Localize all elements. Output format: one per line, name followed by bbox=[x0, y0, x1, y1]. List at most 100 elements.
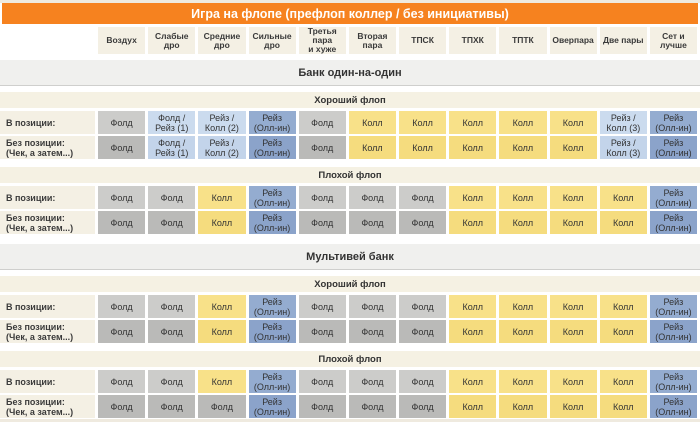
action-cell: Фолд bbox=[148, 186, 196, 209]
action-cell: Колл bbox=[549, 295, 597, 318]
strategy-row: Без позиции: (Чек, а затем...) Фолд Фолд Ко… bbox=[0, 211, 700, 234]
action-cell: Фолд bbox=[399, 370, 447, 393]
action-cell: Рейз (Олл-ин) bbox=[248, 320, 296, 343]
action-cell: Рейз (Олл-ин) bbox=[248, 136, 296, 159]
action-cell: Фолд bbox=[148, 211, 196, 234]
action-cell: Колл bbox=[549, 395, 597, 418]
action-cell: Фолд bbox=[348, 395, 396, 418]
action-cell: Рейз (Олл-ин) bbox=[649, 136, 697, 159]
action-cell: Фолд bbox=[298, 395, 346, 418]
section-band: Банк один-на-один bbox=[0, 60, 700, 86]
action-cell: Рейз (Олл-ин) bbox=[649, 370, 697, 393]
action-cell: Колл bbox=[599, 320, 647, 343]
strategy-row: Без позиции: (Чек, а затем...) Фолд Фолд Ко… bbox=[0, 320, 700, 343]
action-cell: Фолд bbox=[148, 395, 196, 418]
action-cell: Фолд bbox=[399, 211, 447, 234]
action-cell: Фолд bbox=[298, 370, 346, 393]
action-cell: Фолд bbox=[98, 395, 146, 418]
column-header: ТПСК bbox=[399, 27, 447, 54]
column-header: Вторая пара bbox=[348, 27, 396, 54]
row-label: В позиции: bbox=[0, 295, 95, 318]
column-header: Третья пара и хуже bbox=[298, 27, 346, 54]
action-cell: Рейз / Колл (2) bbox=[198, 136, 246, 159]
action-cell: Рейз (Олл-ин) bbox=[248, 186, 296, 209]
action-cell: Фолд bbox=[399, 186, 447, 209]
action-cell: Колл bbox=[549, 370, 597, 393]
corner-spacer bbox=[0, 27, 95, 54]
action-cell: Колл bbox=[549, 186, 597, 209]
strategy-row: В позиции: Фолд Фолд Колл Рейз (Олл-ин) Фолд Ф… bbox=[0, 295, 700, 318]
action-cell: Колл bbox=[599, 211, 647, 234]
action-cell: Фолд bbox=[298, 320, 346, 343]
action-cell: Рейз (Олл-ин) bbox=[649, 395, 697, 418]
flop-band: Хороший флоп bbox=[0, 276, 700, 292]
strategy-row: Без позиции: (Чек, а затем...) Фолд Фолд /… bbox=[0, 136, 700, 159]
action-cell: Колл bbox=[449, 370, 497, 393]
action-cell: Колл bbox=[198, 295, 246, 318]
action-cell: Колл bbox=[348, 111, 396, 134]
action-cell: Фолд bbox=[399, 320, 447, 343]
action-cell: Колл bbox=[549, 320, 597, 343]
strategy-row: В позиции: Фолд Фолд Колл Рейз (Олл-ин) Фолд Ф… bbox=[0, 370, 700, 393]
action-cell: Фолд / Рейз (1) bbox=[148, 111, 196, 134]
chart-title-bar: Игра на флопе (префлоп коллер / без иниц… bbox=[2, 3, 698, 24]
action-cell: Колл bbox=[198, 186, 246, 209]
action-cell: Фолд / Рейз (1) bbox=[148, 136, 196, 159]
action-cell: Фолд bbox=[148, 370, 196, 393]
action-cell: Фолд bbox=[298, 186, 346, 209]
chart-title: Игра на флопе (префлоп коллер / без иниц… bbox=[191, 6, 509, 21]
row-label: Без позиции: (Чек, а затем...) bbox=[0, 211, 95, 234]
action-cell: Фолд bbox=[348, 295, 396, 318]
action-cell: Фолд bbox=[198, 395, 246, 418]
action-cell: Колл bbox=[499, 111, 547, 134]
action-cell: Рейз (Олл-ин) bbox=[649, 111, 697, 134]
action-cell: Фолд bbox=[348, 370, 396, 393]
action-cell: Фолд bbox=[399, 395, 447, 418]
section-band: Мультивей банк bbox=[0, 244, 700, 270]
action-cell: Фолд bbox=[98, 295, 146, 318]
flop-band: Плохой флоп bbox=[0, 167, 700, 183]
column-header: Воздух bbox=[98, 27, 146, 54]
column-header: Сильные дро bbox=[248, 27, 296, 54]
action-cell: Фолд bbox=[98, 370, 146, 393]
row-label: В позиции: bbox=[0, 186, 95, 209]
action-cell: Рейз (Олл-ин) bbox=[649, 295, 697, 318]
action-cell: Колл bbox=[599, 395, 647, 418]
action-cell: Колл bbox=[499, 295, 547, 318]
action-cell: Рейз (Олл-ин) bbox=[248, 295, 296, 318]
action-cell: Колл bbox=[198, 370, 246, 393]
action-cell: Фолд bbox=[298, 295, 346, 318]
row-label: Без позиции: (Чек, а затем...) bbox=[0, 136, 95, 159]
column-header: ТПХК bbox=[449, 27, 497, 54]
column-header: ТПТК bbox=[499, 27, 547, 54]
strategy-row: Без позиции: (Чек, а затем...) Фолд Фолд Фо… bbox=[0, 395, 700, 418]
action-cell: Колл bbox=[499, 395, 547, 418]
action-cell: Колл bbox=[499, 370, 547, 393]
action-cell: Колл bbox=[599, 370, 647, 393]
action-cell: Колл bbox=[449, 211, 497, 234]
column-header: Слабые дро bbox=[148, 27, 196, 54]
action-cell: Фолд bbox=[98, 211, 146, 234]
action-cell: Колл bbox=[198, 211, 246, 234]
action-cell: Колл bbox=[449, 186, 497, 209]
action-cell: Колл bbox=[549, 111, 597, 134]
flop-band: Плохой флоп bbox=[0, 351, 700, 367]
action-cell: Рейз / Колл (3) bbox=[599, 136, 647, 159]
action-cell: Рейз (Олл-ин) bbox=[649, 320, 697, 343]
action-cell: Рейз (Олл-ин) bbox=[649, 186, 697, 209]
action-cell: Колл bbox=[499, 320, 547, 343]
action-cell: Фолд bbox=[148, 320, 196, 343]
bottom-divider bbox=[0, 420, 700, 421]
action-cell: Фолд bbox=[399, 295, 447, 318]
action-cell: Колл bbox=[549, 211, 597, 234]
column-header: Две пары bbox=[599, 27, 647, 54]
column-header: Средние дро bbox=[198, 27, 246, 54]
action-cell: Фолд bbox=[98, 111, 146, 134]
action-cell: Рейз (Олл-ин) bbox=[248, 111, 296, 134]
action-cell: Колл bbox=[549, 136, 597, 159]
action-cell: Фолд bbox=[148, 295, 196, 318]
action-cell: Фолд bbox=[298, 111, 346, 134]
action-cell: Колл bbox=[399, 111, 447, 134]
action-cell: Колл bbox=[449, 295, 497, 318]
